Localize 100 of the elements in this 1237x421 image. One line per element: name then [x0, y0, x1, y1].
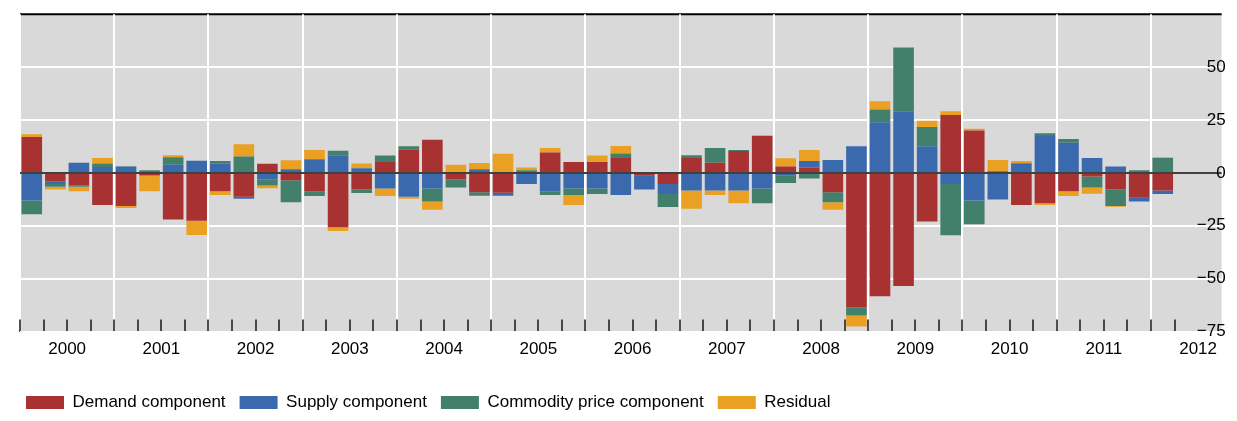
bar [186, 173, 208, 221]
bar [327, 155, 349, 172]
x-tick-label: 2012 [1179, 339, 1217, 359]
bar [539, 191, 561, 195]
bar [21, 200, 43, 215]
bar [351, 173, 372, 190]
bar [822, 192, 844, 203]
x-tick-label: 2002 [236, 339, 275, 359]
bar [162, 164, 184, 172]
bar [728, 173, 749, 191]
bar [1011, 173, 1032, 206]
bar [162, 157, 184, 165]
bar [799, 161, 820, 168]
bar [304, 191, 325, 196]
bar [92, 166, 113, 172]
bar [539, 147, 561, 153]
bar [940, 111, 961, 115]
bar [374, 173, 396, 189]
bar [257, 173, 278, 180]
bar [1058, 139, 1079, 143]
bar [1058, 173, 1079, 192]
legend-label: Residual [764, 392, 831, 412]
bar [351, 168, 372, 172]
bar [775, 158, 797, 167]
bar [1105, 173, 1126, 190]
bar [846, 307, 867, 316]
bar [492, 173, 514, 193]
bar [916, 120, 938, 127]
x-tick-label: 2004 [425, 339, 464, 359]
bar [869, 101, 891, 110]
bar [987, 159, 1009, 171]
bar [1152, 190, 1174, 195]
bar [963, 173, 985, 201]
bar [916, 126, 938, 147]
x-tick-label: 2011 [1085, 339, 1123, 359]
bar [657, 194, 679, 207]
bar [233, 156, 255, 172]
bar [704, 173, 726, 191]
bar [1128, 173, 1150, 198]
x-tick-label: 2005 [519, 339, 558, 359]
bar [1081, 158, 1103, 172]
y-tick-label: −50 [1196, 268, 1226, 288]
bar [916, 146, 938, 172]
bar [539, 152, 561, 172]
bar [280, 160, 302, 170]
bar [280, 169, 302, 172]
bar [1011, 163, 1032, 172]
bar [751, 188, 773, 204]
bar [610, 146, 632, 154]
bar [92, 163, 113, 167]
bar [539, 173, 561, 192]
bar [516, 173, 537, 184]
bar [846, 315, 867, 327]
bar [940, 114, 961, 172]
bar [374, 161, 396, 172]
bar [775, 166, 797, 172]
bar [209, 161, 231, 164]
bar [775, 175, 797, 184]
bar [799, 173, 820, 179]
bar [869, 109, 891, 123]
bar [1034, 133, 1056, 137]
bar [186, 220, 208, 236]
bar [1058, 191, 1079, 196]
bar [869, 173, 891, 297]
bar [21, 173, 43, 201]
bar [1152, 173, 1174, 191]
bar [186, 160, 208, 172]
bar [209, 163, 231, 172]
y-tick-label: 0 [1216, 162, 1226, 182]
bar [610, 153, 632, 159]
bar [1034, 173, 1056, 204]
bar [422, 173, 443, 189]
bar [751, 173, 773, 189]
bar [422, 201, 443, 210]
bar [681, 173, 702, 191]
bar [257, 163, 278, 172]
x-tick-label: 2000 [48, 339, 87, 359]
bar [257, 179, 278, 186]
bar [657, 173, 679, 184]
bar [681, 155, 702, 159]
y-tick-label: 25 [1206, 109, 1226, 129]
bar [822, 159, 844, 172]
bar [304, 159, 325, 172]
bar [68, 173, 90, 186]
bar [1034, 136, 1056, 172]
bar [233, 144, 255, 157]
bar [469, 192, 490, 196]
bar [233, 173, 255, 197]
bar [610, 173, 632, 195]
x-tick-label: 2009 [896, 339, 935, 359]
bar [634, 175, 655, 190]
bar [304, 150, 325, 160]
bar [445, 179, 467, 188]
bar [987, 173, 1009, 200]
bar [1105, 166, 1126, 172]
legend-label: Supply component [286, 392, 428, 412]
bar [869, 122, 891, 172]
bar [893, 111, 914, 172]
bar [822, 173, 844, 193]
x-tick-label: 2008 [802, 339, 841, 359]
